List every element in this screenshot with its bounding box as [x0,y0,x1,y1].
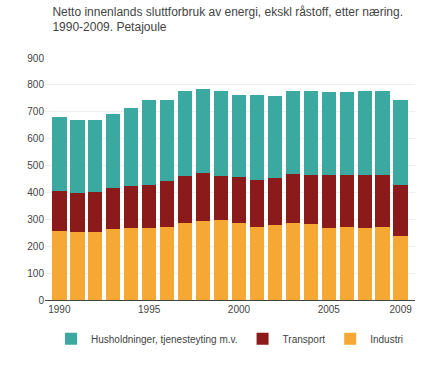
svg-text:500: 500 [27,160,44,171]
svg-text:1995: 1995 [138,304,161,315]
svg-text:100: 100 [27,268,44,279]
svg-text:200: 200 [27,241,44,252]
svg-text:400: 400 [27,187,44,198]
svg-text:600: 600 [27,133,44,144]
svg-text:800: 800 [27,79,44,90]
svg-text:Netto innenlands sluttforbruk: Netto innenlands sluttforbruk av energi,… [52,5,403,35]
svg-text:2005: 2005 [318,304,341,315]
svg-text:2000: 2000 [228,304,251,315]
svg-text:700: 700 [27,106,44,117]
svg-text:Transport: Transport [283,334,326,345]
svg-text:900: 900 [27,53,44,64]
svg-text:Industri: Industri [370,334,403,345]
svg-text:Husholdninger, tjenesteyting m: Husholdninger, tjenesteyting m.v. [91,334,238,345]
svg-text:0: 0 [38,295,44,306]
svg-text:300: 300 [27,214,44,225]
svg-text:1990: 1990 [48,304,71,315]
svg-text:2009: 2009 [390,304,413,315]
